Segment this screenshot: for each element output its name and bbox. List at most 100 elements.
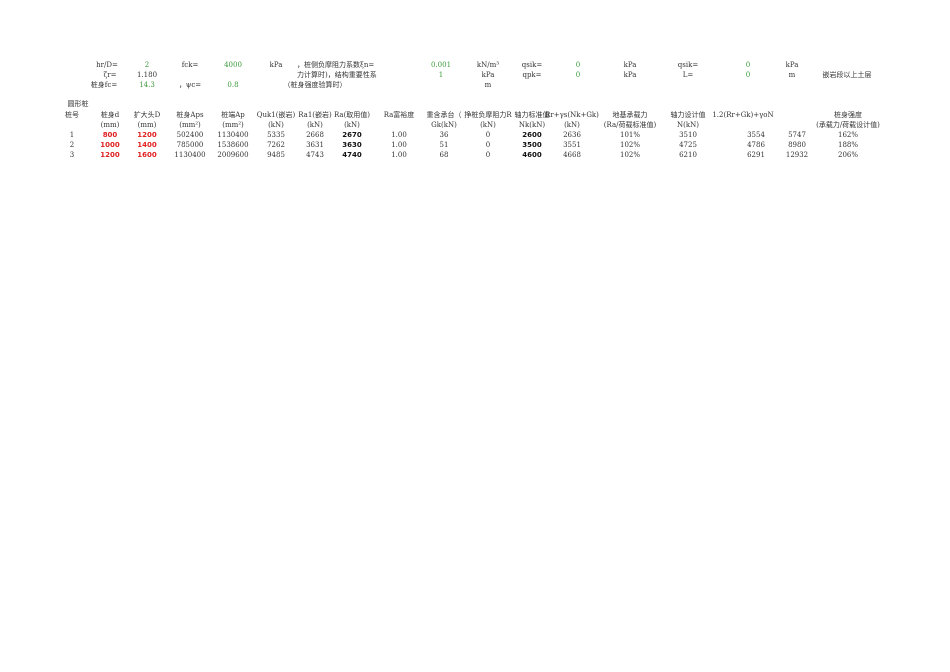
column-unit: (kN) <box>268 121 284 129</box>
parameter-cell: 0 <box>575 61 581 69</box>
parameter-cell: ，桩侧负摩阻力系数ξn= <box>297 61 375 69</box>
table-cell: 502400 <box>176 131 204 139</box>
column-header: Ra1(嵌岩) <box>298 111 332 119</box>
column-unit: (mm) <box>100 121 120 129</box>
table-cell: 206% <box>837 151 859 159</box>
parameter-cell: kN/m³ <box>476 61 500 69</box>
parameter-cell: kPa <box>481 71 495 79</box>
column-header: 挣桩负摩阻力R <box>464 111 512 119</box>
table-cell: 785000 <box>176 141 204 149</box>
table-cell: 4740 <box>342 151 362 159</box>
column-header: 1.2(Rr+Gk)+γoN <box>712 111 774 119</box>
table-cell: 5747 <box>788 131 806 139</box>
table-cell: 2668 <box>306 131 324 139</box>
column-unit: (承载力/荷载设计值) <box>816 121 880 129</box>
parameter-cell: kPa <box>623 61 637 69</box>
parameter-cell: 2 <box>144 61 150 69</box>
parameter-cell: fck= <box>181 61 199 69</box>
parameter-cell: L= <box>682 71 694 79</box>
table-cell: 2636 <box>563 131 581 139</box>
column-unit: Nk(kN) <box>518 121 546 129</box>
column-header: 桩端Ap <box>221 111 245 119</box>
parameter-cell: 0 <box>745 61 751 69</box>
table-cell: 4600 <box>522 151 542 159</box>
table-cell: 9485 <box>267 151 285 159</box>
table-cell: 2600 <box>522 131 542 139</box>
column-unit: (mm) <box>137 121 157 129</box>
parameter-cell: ζr= <box>103 71 117 79</box>
parameter-cell: 1 <box>438 71 444 79</box>
table-cell: 7262 <box>267 141 285 149</box>
table-cell: 3631 <box>306 141 324 149</box>
table-cell: 12932 <box>785 151 809 159</box>
column-header: 重含承台（ <box>426 111 462 119</box>
table-cell: 6210 <box>679 151 697 159</box>
table-cell: 800 <box>102 131 118 139</box>
column-header: 桩身Aps <box>176 111 204 119</box>
column-header: 桩身d <box>100 111 120 119</box>
table-cell: 1130400 <box>174 151 206 159</box>
table-cell: 3510 <box>679 131 697 139</box>
column-header: Quk1(嵌岩) <box>256 111 296 119</box>
parameter-cell: 0.8 <box>227 81 239 89</box>
table-cell: 1130400 <box>217 131 249 139</box>
table-cell: 3551 <box>563 141 581 149</box>
parameter-cell: 桩身fc= <box>90 81 118 89</box>
column-header: 轴力设计值 <box>670 111 706 119</box>
section-title: 圆形桩 <box>67 100 89 108</box>
column-unit: (mm²) <box>222 121 244 129</box>
table-cell: 3500 <box>522 141 542 149</box>
parameter-cell: kPa <box>623 71 637 79</box>
column-header: 扩大头D <box>133 111 161 119</box>
table-cell: 0 <box>485 131 491 139</box>
table-cell: 3 <box>69 151 75 159</box>
parameter-cell: 0 <box>745 71 751 79</box>
table-cell: 1200 <box>100 151 120 159</box>
column-header: 轴力标准值 <box>514 111 550 119</box>
table-cell: 1.00 <box>391 141 407 149</box>
column-header: Rr+γs(Nk+Gk) <box>545 111 599 119</box>
table-cell: 51 <box>439 141 449 149</box>
table-cell: 1200 <box>137 131 157 139</box>
table-cell: 4743 <box>306 151 324 159</box>
parameter-cell: 力计算时)，结构重要性系 <box>297 71 377 79</box>
table-cell: 102% <box>619 151 641 159</box>
column-header: 地基承载力 <box>612 111 648 119</box>
table-cell: 1.00 <box>391 131 407 139</box>
table-cell: 162% <box>837 131 859 139</box>
table-cell: 2670 <box>342 131 362 139</box>
column-unit: (Ra/荷载标准值) <box>603 121 657 129</box>
table-cell: 6291 <box>747 151 765 159</box>
table-cell: 0 <box>485 141 491 149</box>
column-header: Ra(取用值) <box>333 111 371 119</box>
column-unit: (kN) <box>564 121 580 129</box>
table-cell: 5335 <box>267 131 285 139</box>
table-cell: 1000 <box>100 141 120 149</box>
table-cell: 2009600 <box>217 151 249 159</box>
table-cell: 2 <box>69 141 75 149</box>
column-unit: (kN) <box>480 121 496 129</box>
parameter-cell: 0.001 <box>430 61 452 69</box>
column-unit: (kN) <box>307 121 323 129</box>
table-cell: 4668 <box>563 151 581 159</box>
table-cell: 188% <box>837 141 859 149</box>
parameter-cell: hr/D= <box>96 61 118 69</box>
table-cell: 8980 <box>788 141 806 149</box>
parameter-cell: ，ψc= <box>178 81 202 89</box>
parameter-cell: qsik= <box>677 61 699 69</box>
table-cell: 1.00 <box>391 151 407 159</box>
table-cell: 0 <box>485 151 491 159</box>
parameter-cell: 4000 <box>224 61 242 69</box>
table-cell: 1400 <box>137 141 157 149</box>
parameter-cell: m <box>788 71 796 79</box>
column-unit: (mm²) <box>179 121 201 129</box>
parameter-cell: kPa <box>269 61 283 69</box>
parameter-cell: qsik= <box>521 61 543 69</box>
table-cell: 3630 <box>342 141 362 149</box>
parameter-cell: 14.3 <box>139 81 155 89</box>
table-cell: 4786 <box>747 141 765 149</box>
column-unit: (kN) <box>344 121 360 129</box>
table-cell: 102% <box>619 141 641 149</box>
table-cell: 101% <box>619 131 641 139</box>
parameter-cell: （桩身强度验算时） <box>283 81 347 89</box>
